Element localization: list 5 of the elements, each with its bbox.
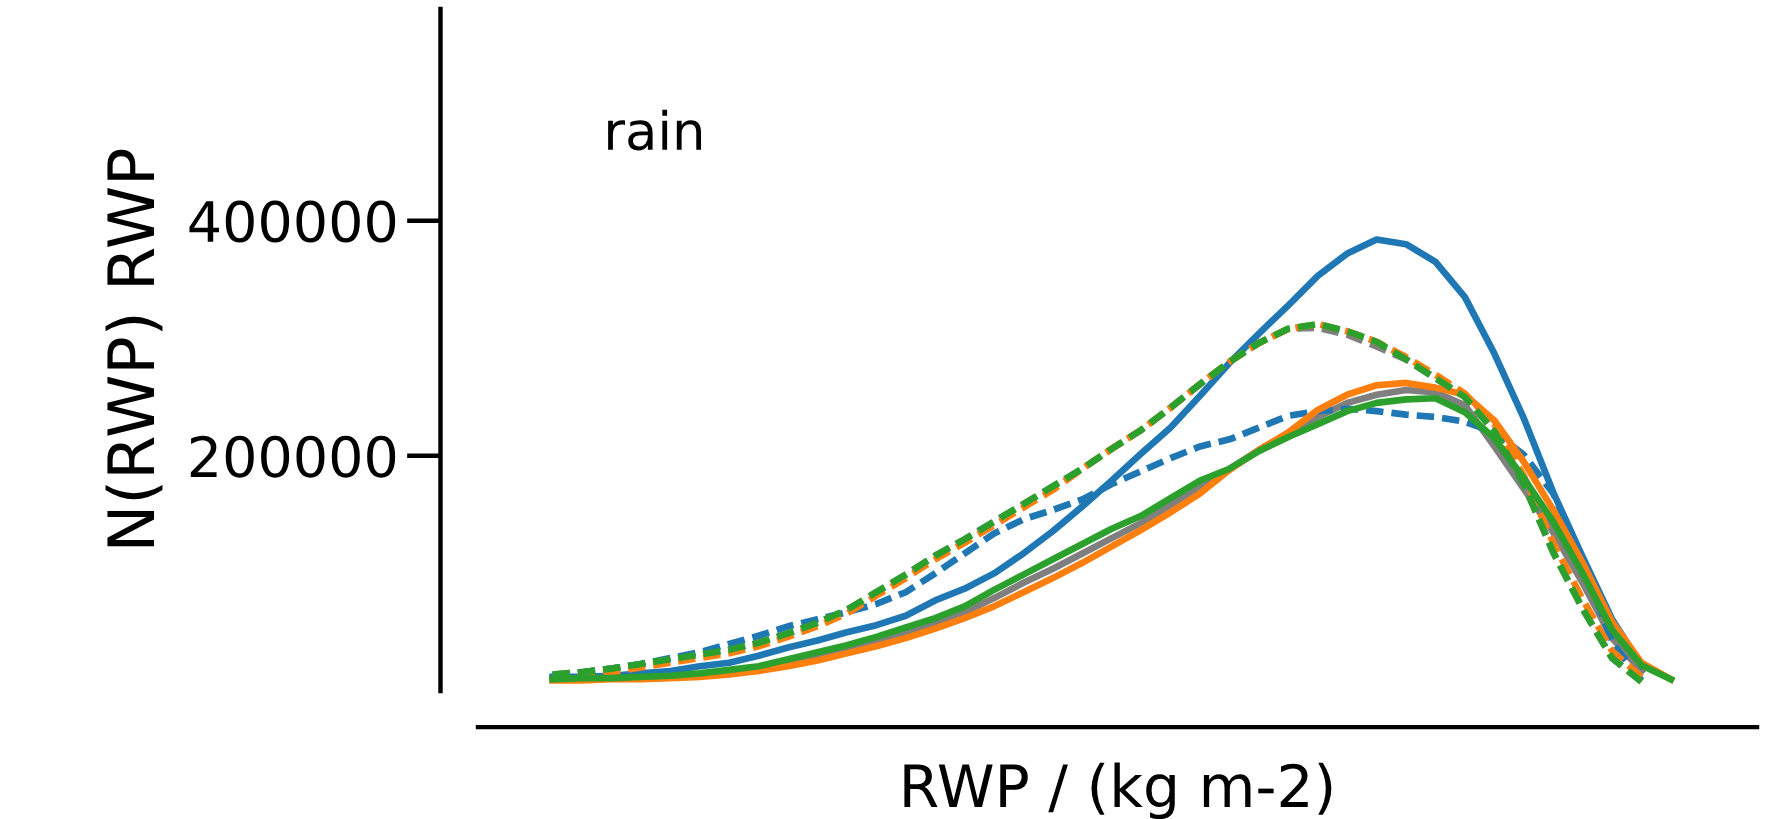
x-axis-title: RWP / (kg m-2) xyxy=(904,762,1332,819)
annotation: rain xyxy=(608,109,702,151)
y-tick-label: 200000 xyxy=(190,435,396,478)
y-axis-title: N(RWP) RWP xyxy=(105,149,163,547)
y-tick-label: 400000 xyxy=(189,200,396,243)
